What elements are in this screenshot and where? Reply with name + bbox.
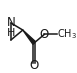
Text: O: O — [30, 59, 39, 72]
Polygon shape — [23, 30, 35, 44]
Text: N: N — [6, 16, 15, 29]
Text: CH$_3$: CH$_3$ — [57, 27, 77, 41]
Text: O: O — [40, 28, 49, 41]
Text: H: H — [7, 28, 15, 38]
